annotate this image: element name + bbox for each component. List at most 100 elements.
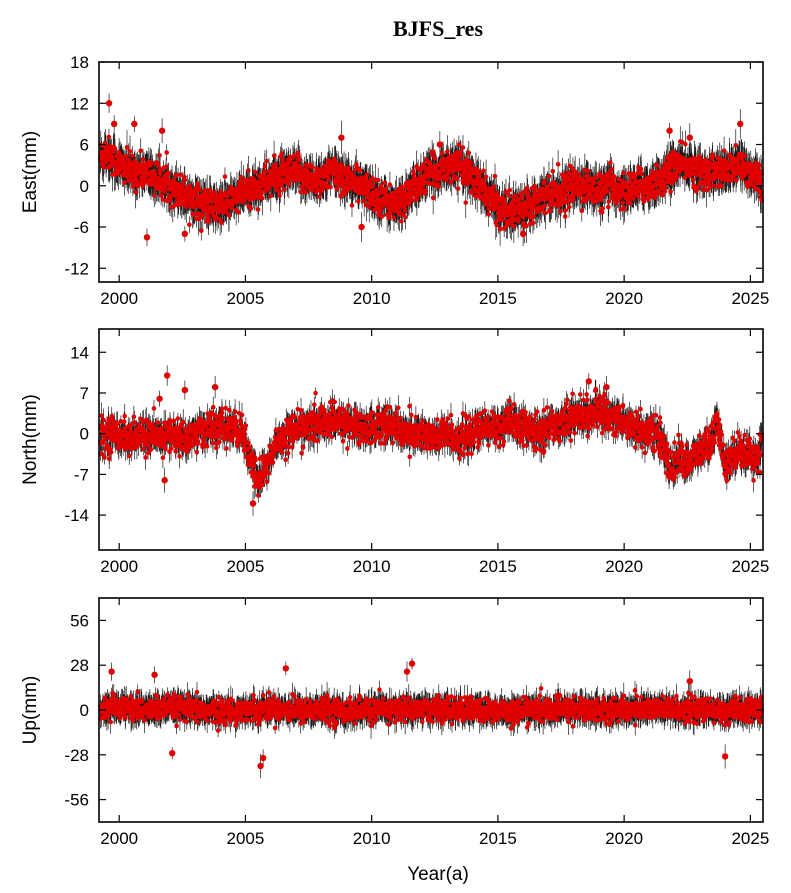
- east-data-point: [356, 199, 361, 204]
- east-data-point: [609, 167, 614, 172]
- east-data-point: [138, 148, 144, 154]
- east-data-point: [178, 172, 183, 178]
- east-data-point: [430, 195, 436, 201]
- east-data-point: [432, 155, 438, 161]
- east-data-point: [212, 189, 217, 195]
- east-data-point: [611, 173, 617, 179]
- east-data-point: [695, 184, 701, 190]
- east-data-point: [249, 191, 254, 196]
- east-data-point: [296, 157, 302, 163]
- east-data-point: [286, 182, 292, 187]
- east-data-point: [547, 208, 553, 213]
- east-data-point: [594, 174, 599, 180]
- east-data-point: [617, 195, 623, 201]
- east-data-point: [662, 185, 668, 191]
- east-data-point: [174, 173, 179, 178]
- east-data-point: [374, 187, 380, 192]
- east-data-point: [683, 141, 688, 147]
- east-data-point: [168, 196, 173, 202]
- east-data-point: [455, 186, 461, 191]
- east-data-point: [271, 153, 277, 159]
- east-data-point: [423, 187, 429, 193]
- east-data-point: [524, 223, 529, 229]
- figure-title: BJFS_res: [393, 16, 483, 41]
- east-data-point: [157, 153, 162, 158]
- east-data-point: [190, 198, 196, 203]
- east-data-point: [165, 177, 171, 182]
- east-data-point: [142, 179, 148, 185]
- east-data-point: [483, 174, 489, 180]
- east-data-point: [155, 163, 161, 168]
- east-data-point: [252, 169, 258, 175]
- east-data-point: [264, 158, 270, 164]
- east-data-point: [600, 206, 605, 211]
- east-data-point: [248, 206, 254, 211]
- east-data-point: [524, 185, 530, 191]
- east-data-point: [507, 187, 512, 193]
- east-data-point: [668, 189, 673, 194]
- east-data-point: [628, 200, 633, 206]
- east-data-point: [414, 197, 420, 202]
- east-data-point: [445, 149, 450, 154]
- east-data-point: [262, 163, 268, 169]
- east-data-point: [134, 177, 139, 183]
- east-data-point: [458, 152, 464, 157]
- east-data-point: [273, 161, 279, 167]
- east-data-point: [222, 174, 228, 179]
- east-data-point: [206, 219, 211, 224]
- east-data-point: [133, 189, 138, 195]
- east-data-point: [476, 175, 482, 180]
- east-data-point: [635, 194, 641, 199]
- east-data-point: [255, 207, 261, 212]
- east-data-point: [532, 184, 538, 189]
- east-data-point: [309, 165, 315, 170]
- east-data-point: [402, 208, 408, 214]
- east-data-point: [406, 201, 412, 207]
- east-data-point: [152, 171, 158, 177]
- east-data-point: [236, 210, 241, 215]
- east-data-point: [456, 142, 462, 147]
- east-data-point: [382, 180, 388, 186]
- east-data-point: [499, 217, 505, 223]
- east-data-point: [632, 174, 638, 180]
- east-data-point: [317, 194, 322, 199]
- east-data-point: [491, 184, 497, 190]
- east-data-point: [620, 170, 626, 176]
- east-data-point: [671, 149, 676, 155]
- east-data-point: [486, 212, 491, 217]
- east-data-point: [197, 187, 202, 193]
- east-data-point: [328, 184, 333, 190]
- east-data-point: [431, 149, 436, 155]
- east-data-point: [180, 182, 186, 187]
- east-data-point: [494, 222, 500, 228]
- east-data-point: [460, 145, 466, 150]
- east-data-point: [172, 203, 177, 208]
- east-data-point: [199, 228, 204, 234]
- east-data-point: [463, 200, 469, 205]
- east-data-point: [585, 168, 591, 174]
- east-data-point: [466, 150, 472, 156]
- east-data-point: [220, 198, 226, 203]
- east-data-point: [259, 191, 264, 196]
- east-data-point: [449, 179, 455, 185]
- east-data-point: [674, 174, 680, 180]
- east-data-point: [140, 157, 146, 162]
- east-data-point: [511, 224, 517, 229]
- east-data-point: [298, 189, 304, 195]
- east-data-point: [214, 215, 220, 220]
- east-data-point: [268, 193, 274, 199]
- east-data-point: [605, 204, 611, 210]
- east-data-point: [241, 198, 247, 203]
- east-data-point: [566, 204, 572, 210]
- east-data-point: [606, 199, 612, 204]
- east-data-point: [388, 211, 393, 216]
- east-data-point: [238, 174, 244, 180]
- east-data-point: [223, 208, 229, 214]
- east-data-point: [547, 182, 553, 187]
- east-data-point: [515, 218, 521, 224]
- east-data-point: [513, 193, 519, 198]
- east-data-point: [620, 200, 625, 206]
- east-data-point: [641, 196, 647, 201]
